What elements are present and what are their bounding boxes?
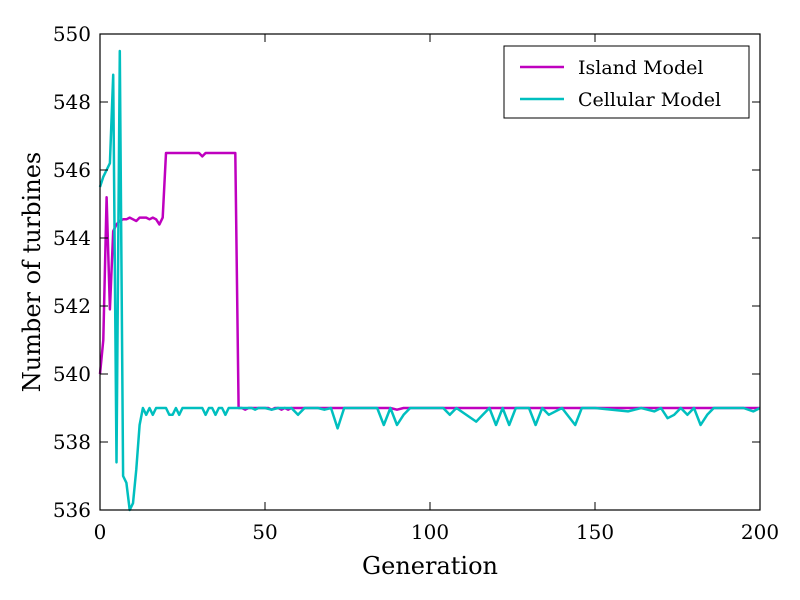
y-axis-title: Number of turbines (18, 152, 46, 392)
x-tick-label: 150 (576, 520, 614, 544)
y-tick-label: 546 (53, 158, 91, 182)
series-line-cellular-model (98, 49, 761, 512)
y-tick-label: 544 (53, 226, 91, 250)
y-tick-label: 536 (53, 498, 91, 522)
legend: Island Model Cellular Model (503, 45, 750, 119)
legend-box (503, 45, 750, 119)
x-tick-label: 50 (252, 520, 277, 544)
series-line-island-model (98, 151, 760, 411)
x-axis-title: Generation (362, 552, 498, 580)
y-tick-label: 538 (53, 430, 91, 454)
x-tick-label: 100 (411, 520, 449, 544)
legend-label: Cellular Model (578, 89, 721, 111)
x-tick-label: 200 (741, 520, 779, 544)
legend-label: Island Model (578, 57, 703, 79)
axes-layer: 0 50 100 150 200 536 538 540 542 544 546 548 550 (53, 22, 779, 544)
y-tick-label: 540 (53, 362, 91, 386)
y-tick-label: 550 (53, 22, 91, 46)
x-tick-label: 0 (94, 520, 107, 544)
y-tick-label: 542 (53, 294, 91, 318)
series-layer (98, 49, 761, 512)
y-tick-label: 548 (53, 90, 91, 114)
